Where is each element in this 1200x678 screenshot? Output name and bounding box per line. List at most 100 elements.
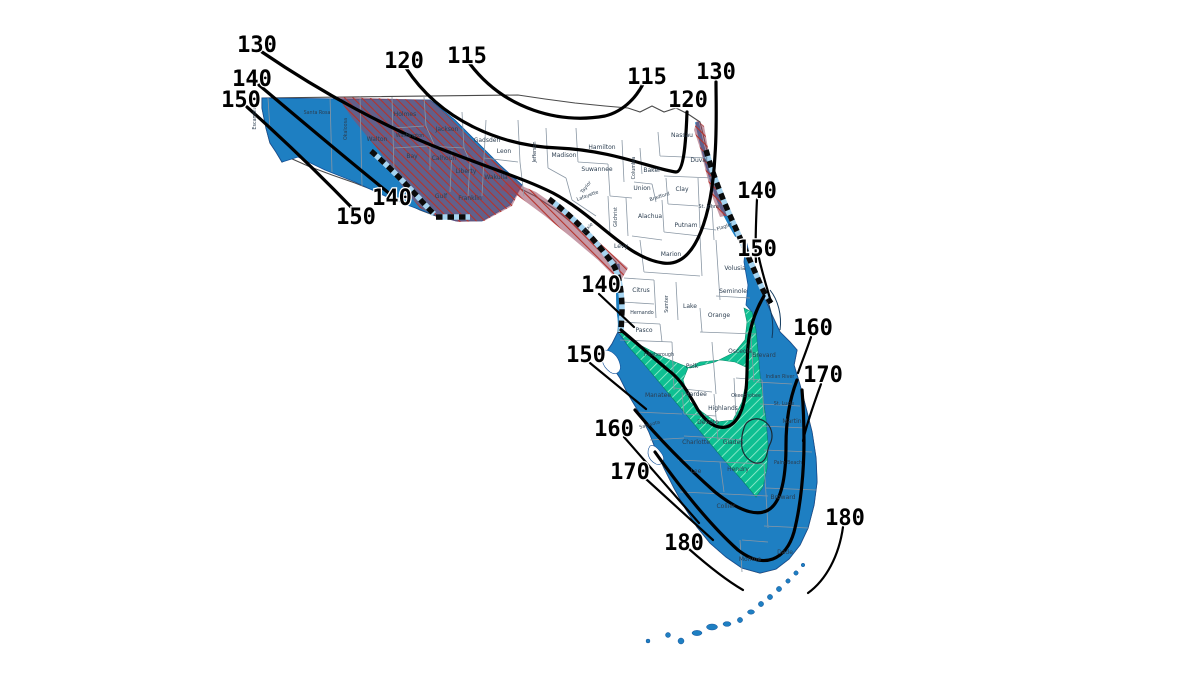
county-label: Hamilton [588,144,615,151]
county-label: Liberty [456,168,477,175]
county-label: Bay [406,153,418,160]
county-label: Sarasota [639,419,661,430]
county-label: Dade [777,549,793,556]
county-label: Clay [675,186,689,193]
county-label: Gadsden [474,137,501,144]
contour-150-peninsula [619,294,766,429]
county-label: Orange [708,312,730,319]
county-label: Collier [716,503,736,510]
county-label: Flagler [716,221,733,232]
county-label: Seminole [719,288,747,295]
county-label: Nassau [671,132,693,139]
leader-170-west [644,477,715,542]
lake-okeechobee [741,418,773,464]
county-label: St. Johns [699,204,720,210]
debris-line-bigbend [547,196,625,334]
contour-label: 150 [566,343,606,368]
county-label: Citrus [632,287,650,294]
windborne-debris-lines [369,148,774,334]
leader-180-east [806,525,845,595]
county-label: Suwannee [581,166,612,173]
contour-140-west [257,83,392,196]
county-label: Wakulla [484,174,508,181]
county-label: Okaloosa [343,118,349,140]
leader-140-east [754,197,759,264]
contour-label: 130 [237,33,277,58]
county-label: Okeechobee [731,393,761,399]
contour-label: 180 [825,506,865,531]
contour-label: 170 [803,363,843,388]
debris-line-eastcoast [703,149,774,305]
contour-label: 120 [668,88,708,113]
debris-line-panhandle [369,148,470,220]
county-label: Manatee [645,392,671,399]
county-label: Hardee [685,391,707,398]
leader-180-west [687,547,745,592]
contour-label: 130 [696,60,736,85]
leader-170-east [801,382,823,443]
leader-140-gulf [597,292,636,329]
county-label: Marion [661,251,682,258]
county-label: Columbia [631,157,637,180]
contour-label-leaders [588,197,845,595]
county-label: Palm Beach [774,460,802,466]
contour-130 [260,50,718,265]
contour-label: 120 [384,49,424,74]
leader-160-east [796,335,813,375]
county-label: Gilchrist [613,207,619,227]
contour-label: 150 [221,88,261,113]
leader-160-west [622,435,701,525]
county-label: Jackson [435,126,459,133]
contour-label: 160 [793,316,833,341]
county-label: Leon [497,148,512,155]
county-label: Madison [552,152,577,159]
county-label: Charlotte [682,439,710,446]
county-label: Putnam [675,222,698,229]
contour-label: 140 [372,186,412,211]
county-label: Martin [782,418,801,425]
county-label: Calhoun [432,155,457,162]
contour-label: 150 [737,237,777,262]
florida-keys [645,562,806,645]
county-label: Highlands [708,405,738,412]
county-label: Osceola [728,348,752,355]
county-label: Baker [643,167,661,174]
contour-label: 160 [594,417,634,442]
wind-zone-fills [261,97,818,574]
county-label: Sumter [664,295,670,313]
contour-160 [633,378,799,515]
contour-120 [404,66,689,174]
contour-label: 140 [737,179,777,204]
county-label: Hillsborough [644,352,674,358]
county-label: Lee [691,468,702,475]
county-label: Gulf [435,193,448,200]
county-label: Lake [683,303,697,310]
county-label: Levy [614,243,628,250]
county-label: Broward [771,494,796,501]
contour-150-west [245,105,357,213]
county-label: Santa Rosa [304,110,331,116]
county-label: Washington [396,133,424,139]
county-label: Pasco [635,327,652,334]
county-label: Volusia [724,265,746,272]
county-label: Indian River [766,374,795,380]
county-borders [267,95,817,573]
contour-label: 180 [664,531,704,556]
bigbend-hatched-zone [500,180,628,282]
county-label: St. Lucie [774,401,795,407]
contour-label: 115 [627,65,667,90]
contour-label: 140 [581,273,621,298]
contour-label: 115 [447,44,487,69]
county-label: Polk [686,363,699,370]
county-label: Alachua [638,213,662,220]
county-label: Glades [723,439,744,446]
contour-label: 150 [336,205,376,230]
contour-speed-labels: 130 140 150 120 115 115 130 120 140 150 … [220,32,866,558]
county-label: Escambia [252,106,258,129]
county-label: Monroe [739,556,762,563]
county-label: Brevard [752,352,776,359]
leader-150-east [757,256,773,304]
county-label: Franklin [458,195,482,202]
